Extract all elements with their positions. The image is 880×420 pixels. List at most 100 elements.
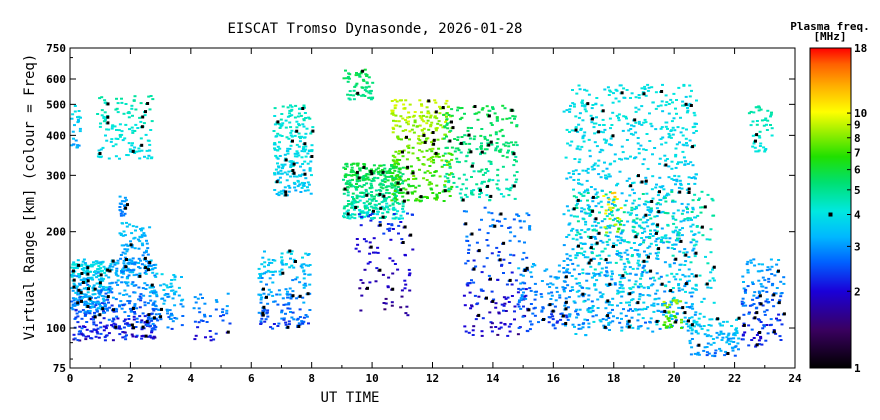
marker-point xyxy=(657,247,661,251)
data-point xyxy=(147,264,151,267)
data-point xyxy=(360,94,364,97)
data-point xyxy=(279,181,282,184)
data-point xyxy=(638,253,641,256)
data-point xyxy=(293,116,297,119)
data-point xyxy=(571,323,575,326)
data-point xyxy=(84,313,87,316)
data-point xyxy=(619,207,623,209)
data-point xyxy=(572,179,576,181)
data-point xyxy=(455,160,459,163)
data-point xyxy=(693,288,697,291)
data-point xyxy=(392,178,396,181)
data-point xyxy=(456,109,459,112)
data-point xyxy=(92,284,96,287)
data-point xyxy=(771,298,774,301)
data-point xyxy=(718,347,722,350)
marker-point xyxy=(772,330,776,334)
data-point xyxy=(282,189,286,192)
data-point xyxy=(513,117,516,120)
marker-point xyxy=(147,268,150,272)
data-point xyxy=(655,272,659,275)
data-point xyxy=(133,130,137,132)
data-point xyxy=(618,321,622,324)
data-point xyxy=(692,275,696,278)
data-point xyxy=(445,135,448,138)
data-point xyxy=(348,73,352,76)
data-point xyxy=(123,234,127,237)
data-point xyxy=(75,267,79,270)
data-point xyxy=(435,117,439,120)
data-point xyxy=(778,299,782,302)
data-point xyxy=(303,150,307,153)
data-point xyxy=(120,130,124,133)
data-point xyxy=(666,212,670,215)
data-point xyxy=(504,141,508,144)
data-point xyxy=(654,107,658,110)
data-point xyxy=(296,185,300,188)
data-point xyxy=(122,262,126,265)
data-point xyxy=(382,232,386,235)
data-point xyxy=(393,193,397,196)
data-point xyxy=(643,118,647,121)
data-point xyxy=(358,195,362,198)
data-point xyxy=(603,218,607,221)
data-point xyxy=(587,294,591,297)
data-point xyxy=(407,111,411,114)
data-point xyxy=(585,272,589,275)
data-point xyxy=(95,310,99,313)
marker-point xyxy=(655,231,658,235)
data-point xyxy=(292,181,296,184)
data-point xyxy=(140,235,144,238)
data-point xyxy=(613,153,617,156)
data-point xyxy=(72,261,76,264)
data-point xyxy=(151,267,155,270)
data-point xyxy=(92,263,96,266)
data-point xyxy=(634,205,638,208)
marker-point xyxy=(405,135,408,139)
data-point xyxy=(616,292,620,295)
data-point xyxy=(595,97,599,99)
data-point xyxy=(130,246,134,249)
data-point xyxy=(741,297,745,300)
x-tick-label: 22 xyxy=(728,372,741,385)
data-point xyxy=(746,271,750,274)
data-point xyxy=(685,142,688,144)
marker-point xyxy=(589,236,593,239)
data-point xyxy=(690,346,694,349)
data-point xyxy=(577,161,581,164)
data-point xyxy=(295,150,299,153)
data-point xyxy=(611,297,615,300)
data-point xyxy=(349,185,353,188)
data-point xyxy=(70,306,74,309)
data-point xyxy=(664,125,668,128)
data-point xyxy=(521,274,525,277)
data-point xyxy=(478,228,482,231)
data-point xyxy=(285,136,289,139)
data-point xyxy=(768,268,772,271)
marker-point xyxy=(683,311,687,315)
data-point xyxy=(276,122,279,125)
data-point xyxy=(416,142,420,145)
data-point xyxy=(411,170,415,173)
data-point xyxy=(105,128,109,131)
data-point xyxy=(120,210,124,213)
data-point xyxy=(351,170,355,173)
data-point xyxy=(604,209,608,212)
data-point xyxy=(637,298,641,301)
data-point xyxy=(374,251,378,254)
data-point xyxy=(692,239,696,242)
data-point xyxy=(145,239,148,242)
data-point xyxy=(607,317,611,319)
data-point xyxy=(666,317,670,320)
data-point xyxy=(583,88,587,91)
data-point xyxy=(611,320,615,323)
data-point xyxy=(517,240,521,243)
data-point xyxy=(345,163,349,166)
data-point xyxy=(563,304,567,307)
marker-point xyxy=(106,102,110,106)
data-point xyxy=(390,223,394,226)
data-point xyxy=(495,119,499,122)
data-point xyxy=(499,193,503,195)
data-point xyxy=(285,173,289,176)
data-point xyxy=(179,303,183,306)
